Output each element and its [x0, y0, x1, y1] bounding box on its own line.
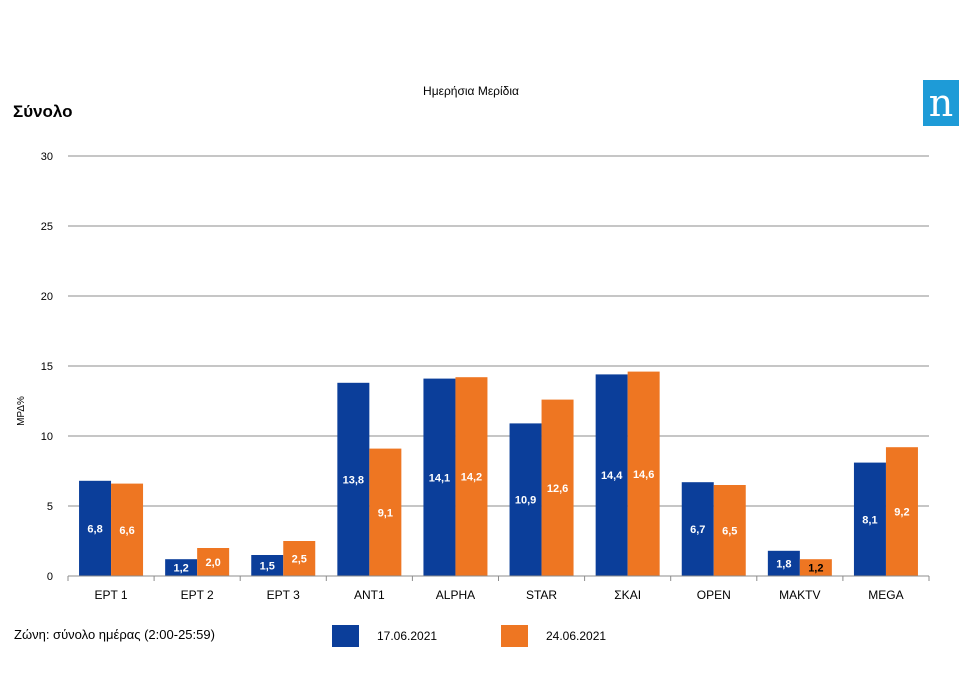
legend-label-1: 17.06.2021 [377, 629, 438, 643]
section-title: Σύνολο [13, 102, 73, 121]
data-label: 14,6 [633, 469, 654, 481]
x-tick-label: OPEN [697, 588, 731, 602]
data-label: 14,4 [601, 470, 623, 482]
bar-2 [369, 448, 402, 576]
data-label: 8,1 [862, 514, 877, 526]
bars: 6,8 6,6 1,2 2,0 1,5 2,5 13,8 9,1 14,1 14,2 10,9 12,… [79, 371, 918, 576]
page-title: Ημερήσια Μερίδια [423, 84, 519, 98]
data-label: 6,6 [119, 525, 134, 537]
bar-1 [767, 550, 800, 576]
y-axis-label: ΜΡΔ% [16, 396, 27, 426]
bar-2 [627, 371, 660, 576]
bar-2 [713, 485, 746, 576]
bar-1 [509, 423, 542, 576]
data-label: 14,1 [429, 472, 450, 484]
bar-1 [251, 555, 284, 576]
y-tick-label: 10 [41, 431, 53, 443]
data-label: 9,2 [894, 507, 909, 519]
y-tick-label: 30 [41, 151, 53, 163]
bar-1 [423, 378, 456, 576]
data-label: 13,8 [343, 474, 364, 486]
bar-1 [337, 382, 370, 576]
x-tick-label: ΕΡΤ 2 [181, 588, 214, 602]
bar-2 [197, 548, 230, 576]
data-label: 6,5 [722, 526, 737, 538]
bar-1 [853, 462, 886, 576]
data-label: 6,7 [690, 524, 705, 536]
y-tick-label: 25 [41, 221, 53, 233]
bar-1 [165, 559, 198, 576]
bar-2 [111, 483, 144, 576]
data-label: 9,1 [378, 507, 393, 519]
legend-swatch-2 [501, 625, 528, 647]
bar-2 [283, 541, 316, 576]
y-tick-label: 0 [47, 571, 53, 583]
bar-1 [595, 374, 628, 576]
bar-2 [455, 377, 488, 576]
gridlines [68, 155, 929, 507]
x-tick-label: ΕΡΤ 3 [267, 588, 300, 602]
data-label: 2,0 [206, 557, 221, 569]
legend-swatch-1 [332, 625, 359, 647]
data-label: 10,9 [515, 495, 536, 507]
y-tick-label: 15 [41, 361, 53, 373]
x-tick-label: ALPHA [436, 588, 475, 602]
data-label: 1,2 [808, 563, 823, 575]
x-tick-label: MEGA [868, 588, 903, 602]
x-tick-label: ΕΡΤ 1 [94, 588, 127, 602]
data-label: 1,5 [260, 561, 275, 573]
bar-2 [541, 399, 574, 576]
logo-letter: n [928, 81, 954, 125]
x-tick-label: STAR [526, 588, 557, 602]
legend-label-2: 24.06.2021 [546, 629, 607, 643]
nielsen-logo: n [923, 80, 959, 126]
bar-2 [799, 559, 832, 576]
y-tick-label: 5 [47, 501, 53, 513]
bar-1 [79, 480, 112, 576]
x-tick-label: ΣΚΑΙ [614, 588, 641, 602]
zone-note: Ζώνη: σύνολο ημέρας (2:00-25:59) [14, 627, 215, 642]
data-label: 1,2 [174, 563, 189, 575]
y-tick-label: 20 [41, 291, 53, 303]
bar-2 [885, 447, 918, 576]
bar-1 [681, 482, 714, 576]
data-label: 1,8 [776, 558, 791, 570]
legend-item-2: 24.06.2021 [501, 625, 606, 647]
data-label: 2,5 [292, 554, 307, 566]
x-tick-label: ΑΝΤ1 [354, 588, 385, 602]
x-axis: ΕΡΤ 1 ΕΡΤ 2 ΕΡΤ 3 ΑΝΤ1 ALPHA STAR ΣΚΑΙ OPEN MAKT… [67, 575, 930, 602]
y-axis-ticks: 0 5 10 15 20 25 30 [41, 151, 53, 583]
data-label: 6,8 [87, 523, 102, 535]
bar-chart: 0 5 10 15 20 25 30 6,8 6,6 1,2 2,0 1,5 2,5 13,8 9,1 14… [16, 151, 930, 602]
data-label: 14,2 [461, 472, 482, 484]
data-label: 12,6 [547, 483, 568, 495]
legend-item-1: 17.06.2021 [332, 625, 437, 647]
x-tick-label: MAKTV [779, 588, 820, 602]
